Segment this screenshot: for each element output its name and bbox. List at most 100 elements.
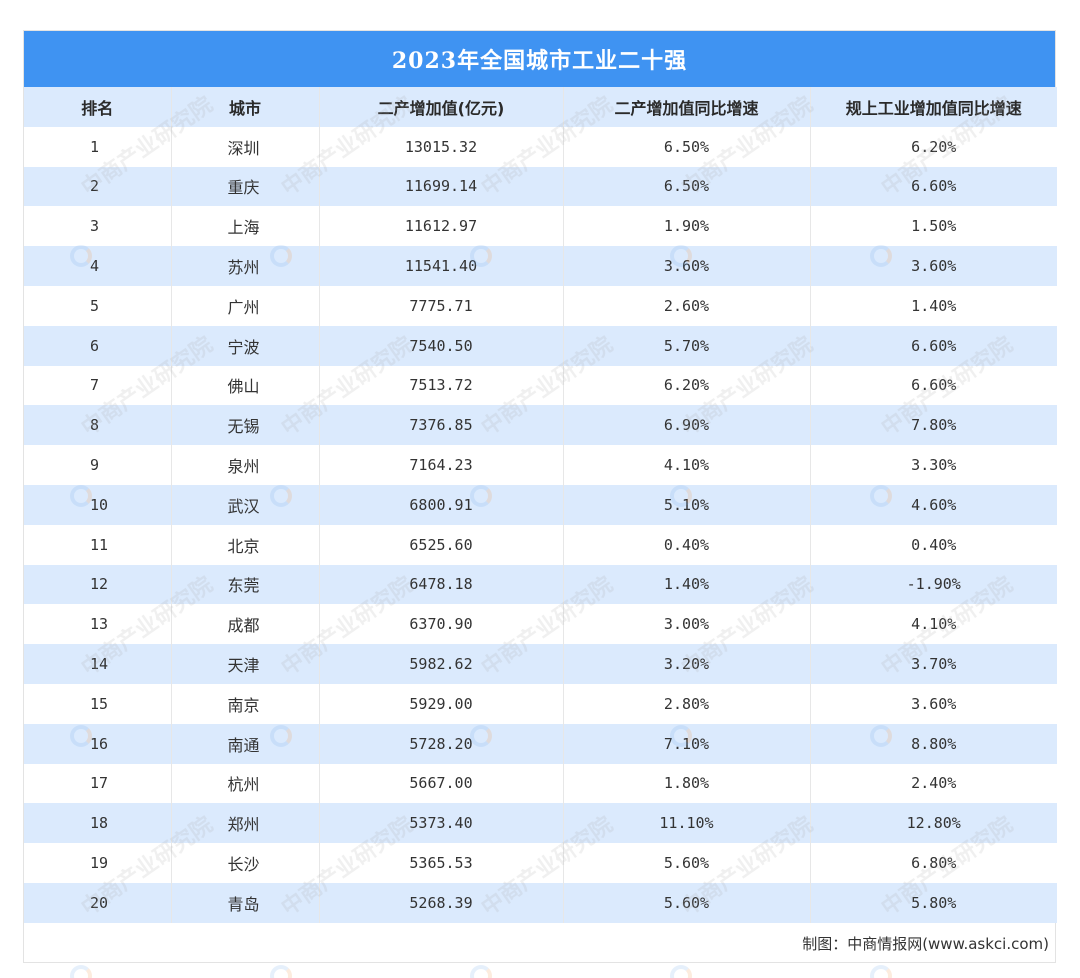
table-row: 8 无锡 7376.85 6.90% 7.80% <box>24 405 1057 446</box>
table-row: 3 上海 11612.97 1.90% 1.50% <box>24 206 1057 247</box>
rank-cell: 19 <box>24 843 172 883</box>
secondary-growth-cell: 4.10% <box>563 445 811 485</box>
header-secondary-value: 二产增加值(亿元) <box>319 87 564 127</box>
secondary-growth-cell: 2.60% <box>563 285 811 326</box>
rank-cell: 9 <box>24 445 172 485</box>
watermark-logo-icon <box>270 965 292 978</box>
city-cell: 南京 <box>171 683 320 724</box>
rank-cell: 1 <box>24 126 172 167</box>
table-row: 2 重庆 11699.14 6.50% 6.60% <box>24 166 1057 207</box>
table-row: 19 长沙 5365.53 5.60% 6.80% <box>24 843 1057 883</box>
city-cell: 青岛 <box>171 882 320 923</box>
rank-cell: 3 <box>24 206 172 247</box>
city-cell: 杭州 <box>171 763 320 804</box>
industrial-growth-cell: 8.80% <box>911 734 957 753</box>
city-cell: 无锡 <box>171 405 320 446</box>
city-cell: 重庆 <box>171 166 320 207</box>
secondary-growth-cell: 2.80% <box>563 683 811 724</box>
rank-cell: 20 <box>24 882 172 923</box>
city-cell: 佛山 <box>171 365 320 406</box>
industrial-growth-cell: 3.70% <box>911 655 957 674</box>
rank-cell: 15 <box>24 683 172 724</box>
rank-cell: 16 <box>24 723 172 764</box>
secondary-growth-cell: 3.00% <box>563 604 811 645</box>
secondary-value-cell: 7376.85 <box>319 405 564 446</box>
secondary-value-cell: 11541.40 <box>319 246 564 286</box>
secondary-value-cell: 5929.00 <box>319 683 564 724</box>
table-row: 6 宁波 7540.50 5.70% 6.60% <box>24 325 1057 366</box>
secondary-growth-cell: 3.60% <box>563 246 811 286</box>
rank-cell: 12 <box>24 564 172 605</box>
secondary-value-cell: 11612.97 <box>319 206 564 247</box>
rank-cell: 17 <box>24 763 172 804</box>
secondary-value-cell: 6525.60 <box>319 524 564 565</box>
city-cell: 泉州 <box>171 445 320 485</box>
secondary-value-cell: 11699.14 <box>319 166 564 207</box>
table-row: 20 青岛 5268.39 5.60% 5.80% <box>24 882 1057 923</box>
header-rank: 排名 <box>24 87 172 127</box>
rank-cell: 14 <box>24 644 172 684</box>
industrial-growth-cell: 3.30% <box>911 456 957 475</box>
secondary-growth-cell: 1.90% <box>563 206 811 247</box>
city-cell: 成都 <box>171 604 320 645</box>
secondary-growth-cell: 6.20% <box>563 365 811 406</box>
table-row: 16 南通 5728.20 7.10% 8.80% <box>24 723 1057 764</box>
city-cell: 上海 <box>171 206 320 247</box>
secondary-value-cell: 6370.90 <box>319 604 564 645</box>
secondary-growth-cell: 5.60% <box>563 882 811 923</box>
city-cell: 北京 <box>171 524 320 565</box>
table-row: 7 佛山 7513.72 6.20% 6.60% <box>24 365 1057 406</box>
secondary-value-cell: 5667.00 <box>319 763 564 804</box>
industrial-growth-cell: 3.60% <box>911 257 957 276</box>
industrial-growth-cell: 0.40% <box>911 535 957 554</box>
secondary-growth-cell: 5.10% <box>563 484 811 525</box>
city-cell: 天津 <box>171 644 320 684</box>
rank-cell: 13 <box>24 604 172 645</box>
secondary-value-cell: 5982.62 <box>319 644 564 684</box>
secondary-value-cell: 5728.20 <box>319 723 564 764</box>
table-row: 9 泉州 7164.23 4.10% 3.30% <box>24 445 1057 485</box>
rank-cell: 5 <box>24 285 172 326</box>
secondary-value-cell: 5268.39 <box>319 882 564 923</box>
source-note: 制图：中商情报网(www.askci.com) <box>802 935 1049 953</box>
watermark-logo-icon <box>70 965 92 978</box>
industrial-growth-cell: 12.80% <box>906 814 961 833</box>
industrial-growth-cell: 2.40% <box>911 774 957 793</box>
secondary-value-cell: 6800.91 <box>319 484 564 525</box>
table-row: 12 东莞 6478.18 1.40% -1.90% <box>24 564 1057 605</box>
ranking-table-card: 2023年全国城市工业二十强 排名 城市 二产增加值(亿元) 二产增加值同比增速… <box>23 30 1057 963</box>
city-cell: 宁波 <box>171 325 320 366</box>
secondary-value-cell: 6478.18 <box>319 564 564 605</box>
industrial-growth-cell: 1.50% <box>911 217 957 236</box>
industrial-growth-cell: 6.60% <box>911 336 957 355</box>
secondary-value-cell: 5365.53 <box>319 843 564 883</box>
industrial-growth-cell: 5.80% <box>911 893 957 912</box>
industrial-growth-cell: 4.60% <box>911 495 957 514</box>
city-cell: 郑州 <box>171 803 320 844</box>
table-row: 4 苏州 11541.40 3.60% 3.60% <box>24 246 1057 286</box>
table-row: 17 杭州 5667.00 1.80% 2.40% <box>24 763 1057 804</box>
city-cell: 长沙 <box>171 843 320 883</box>
secondary-growth-cell: 1.80% <box>563 763 811 804</box>
secondary-value-cell: 13015.32 <box>319 126 564 167</box>
table-row: 11 北京 6525.60 0.40% 0.40% <box>24 524 1057 565</box>
rank-cell: 4 <box>24 246 172 286</box>
table-row: 5 广州 7775.71 2.60% 1.40% <box>24 285 1057 326</box>
secondary-value-cell: 7513.72 <box>319 365 564 406</box>
city-cell: 深圳 <box>171 126 320 167</box>
secondary-growth-cell: 7.10% <box>563 723 811 764</box>
rank-cell: 2 <box>24 166 172 207</box>
secondary-value-cell: 7775.71 <box>319 285 564 326</box>
secondary-value-cell: 5373.40 <box>319 803 564 844</box>
industrial-growth-cell: -1.90% <box>906 575 961 594</box>
secondary-growth-cell: 5.60% <box>563 843 811 883</box>
rank-cell: 6 <box>24 325 172 366</box>
header-industrial-growth: 规上工业增加值同比增速 <box>845 98 1022 118</box>
city-cell: 武汉 <box>171 484 320 525</box>
secondary-growth-cell: 5.70% <box>563 325 811 366</box>
header-city: 城市 <box>171 87 320 127</box>
secondary-value-cell: 7540.50 <box>319 325 564 366</box>
industrial-growth-cell: 6.60% <box>911 376 957 395</box>
table-title: 2023年全国城市工业二十强 <box>24 31 1055 87</box>
